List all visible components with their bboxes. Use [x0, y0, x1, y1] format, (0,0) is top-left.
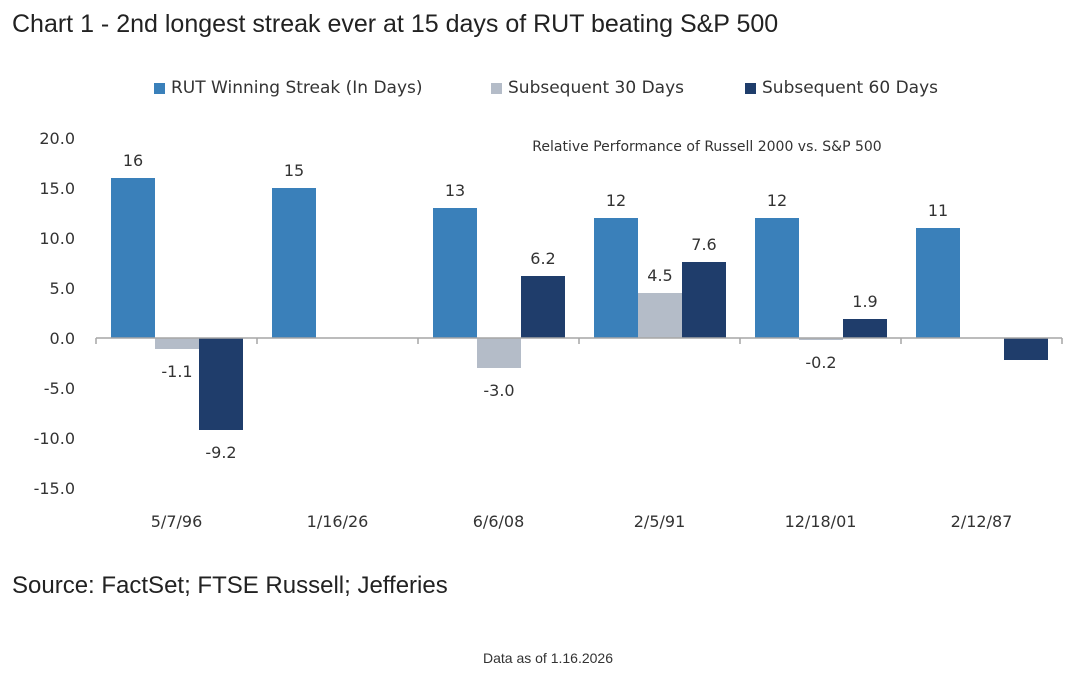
bar-0-5: [916, 228, 960, 338]
legend-item-subsequent-30: Subsequent 30 Days: [491, 78, 684, 98]
data-label: -0.2: [805, 353, 836, 372]
y-tick-label: 20.0: [39, 129, 75, 148]
data-as-of-note: Data as of 1.16.2026: [483, 650, 613, 666]
bar-0-3: [594, 218, 638, 338]
bar-1-0: [155, 338, 199, 349]
bars: [111, 178, 1048, 430]
x-tick-label: 12/18/01: [785, 512, 857, 531]
legend-label-subsequent-30: Subsequent 30 Days: [508, 78, 685, 98]
data-label: 15: [284, 161, 304, 180]
bar-0-2: [433, 208, 477, 338]
page-title: Chart 1 - 2nd longest streak ever at 15 …: [12, 10, 779, 38]
data-label: 11: [928, 201, 948, 220]
bar-2-5: [1004, 338, 1048, 360]
x-tick-label: 6/6/08: [473, 512, 525, 531]
x-tick-labels: 5/7/96 1/16/26 6/6/08 2/5/91 12/18/01 2/12/87: [151, 512, 1013, 531]
data-label: -9.2: [205, 443, 236, 462]
y-tick-label: 0.0: [50, 329, 75, 348]
bar-1-4: [799, 338, 843, 340]
legend-swatch-subsequent-60: [745, 82, 756, 94]
legend-item-rut-streak: RUT Winning Streak (In Days): [154, 78, 423, 98]
data-labels: 16 15 13 12 12 11 -1.1 -3.0 4.5 -0.2 -9.2 6.2 7.6 1.9: [123, 151, 948, 462]
legend-label-rut-streak: RUT Winning Streak (In Days): [171, 78, 423, 98]
data-label: -1.1: [161, 362, 192, 381]
bar-2-3: [682, 262, 726, 338]
chart-subtitle: Relative Performance of Russell 2000 vs.…: [532, 139, 881, 155]
data-label: 13: [445, 181, 465, 200]
bar-1-3: [638, 293, 682, 338]
bar-1-2: [477, 338, 521, 368]
y-tick-label: -10.0: [34, 429, 75, 448]
y-tick-label: 10.0: [39, 229, 75, 248]
x-tick-label: 2/5/91: [634, 512, 686, 531]
chart-legend: RUT Winning Streak (In Days) Subsequent …: [0, 78, 1080, 104]
legend-item-subsequent-60: Subsequent 60 Days: [745, 78, 938, 98]
y-tick-label: 15.0: [39, 179, 75, 198]
x-tick-label: 1/16/26: [307, 512, 369, 531]
bar-0-4: [755, 218, 799, 338]
y-tick-label: -15.0: [34, 479, 75, 498]
data-label: 16: [123, 151, 143, 170]
bar-0-0: [111, 178, 155, 338]
legend-swatch-subsequent-30: [491, 82, 502, 94]
x-tick-label: 5/7/96: [151, 512, 203, 531]
data-label: 4.5: [647, 266, 672, 285]
y-tick-label: -5.0: [44, 379, 75, 398]
bar-2-0: [199, 338, 243, 430]
data-label: 1.9: [852, 292, 877, 311]
legend-swatch-rut-streak: [154, 82, 165, 94]
x-tick-label: 2/12/87: [951, 512, 1013, 531]
legend-label-subsequent-60: Subsequent 60 Days: [762, 78, 939, 98]
y-axis: 20.0 15.0 10.0 5.0 0.0 -5.0 -10.0 -15.0: [34, 129, 75, 498]
data-label: 12: [606, 191, 626, 210]
y-tick-label: 5.0: [50, 279, 75, 298]
data-label: -3.0: [483, 381, 514, 400]
bar-2-4: [843, 319, 887, 338]
bar-chart: Relative Performance of Russell 2000 vs.…: [34, 129, 1063, 531]
bar-0-1: [272, 188, 316, 338]
data-label: 12: [767, 191, 787, 210]
data-label: 6.2: [530, 249, 555, 268]
x-axis: [95, 337, 1063, 344]
bar-2-2: [521, 276, 565, 338]
source-note: Source: FactSet; FTSE Russell; Jefferies: [12, 572, 448, 599]
data-label: 7.6: [691, 235, 716, 254]
